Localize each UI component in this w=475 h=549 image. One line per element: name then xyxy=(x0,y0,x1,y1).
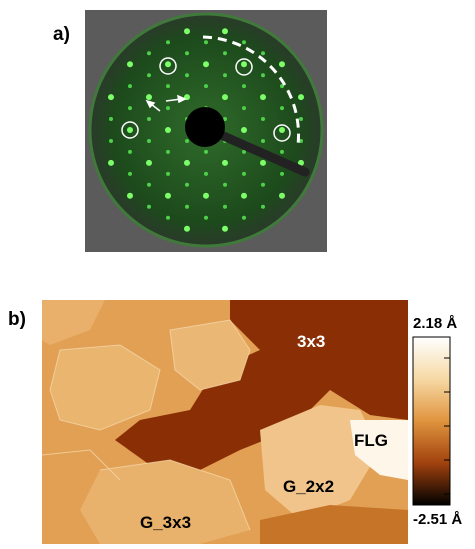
leed-spot xyxy=(223,51,227,55)
leed-spot xyxy=(204,150,208,154)
region-label: G_3x3 xyxy=(140,513,191,532)
leed-spot xyxy=(261,73,265,77)
leed-spot xyxy=(242,106,246,110)
colorbar-min-label: -2.51 Å xyxy=(413,511,462,528)
leed-spot xyxy=(165,127,171,133)
leed-spot xyxy=(185,51,189,55)
colorbar-max-label: 2.18 Å xyxy=(413,315,457,332)
leed-spot xyxy=(147,139,151,143)
leed-spot xyxy=(128,106,132,110)
leed-spot xyxy=(204,84,208,88)
leed-spot xyxy=(242,84,246,88)
panel-label: a) xyxy=(53,24,70,45)
leed-spot xyxy=(109,117,113,121)
leed-spot xyxy=(203,61,209,67)
leed-spot xyxy=(147,183,151,187)
leed-spot xyxy=(222,226,228,232)
leed-spot xyxy=(127,61,133,67)
leed-spot xyxy=(241,193,247,199)
leed-spot xyxy=(242,216,246,220)
leed-spot xyxy=(298,94,304,100)
leed-spot xyxy=(147,73,151,77)
leed-spot xyxy=(166,172,170,176)
leed-spot xyxy=(242,172,246,176)
leed-spot xyxy=(108,160,114,166)
leed-spot xyxy=(261,205,265,209)
leed-spot xyxy=(127,127,133,133)
leed-spot xyxy=(260,94,266,100)
leed-spot xyxy=(147,117,151,121)
leed-spot xyxy=(261,183,265,187)
leed-spot xyxy=(241,61,247,67)
region-label: 3x3 xyxy=(297,332,325,351)
leed-spot xyxy=(260,160,266,166)
leed-spot xyxy=(261,117,265,121)
leed-spot xyxy=(128,84,132,88)
leed-spot xyxy=(222,28,228,34)
leed-spot xyxy=(280,172,284,176)
leed-spot xyxy=(166,150,170,154)
leed-spot xyxy=(184,226,190,232)
leed-spot xyxy=(279,61,285,67)
leed-spot xyxy=(204,40,208,44)
leed-spot xyxy=(146,94,152,100)
leed-spot xyxy=(222,94,228,100)
leed-spot xyxy=(147,51,151,55)
leed-spot xyxy=(185,139,189,143)
leed-spot xyxy=(185,205,189,209)
leed-spot xyxy=(165,193,171,199)
leed-spot xyxy=(242,40,246,44)
leed-spot xyxy=(166,40,170,44)
leed-spot xyxy=(261,51,265,55)
leed-spot xyxy=(108,94,114,100)
leed-spot xyxy=(147,205,151,209)
leed-spot xyxy=(279,127,285,133)
leed-spot xyxy=(223,183,227,187)
leed-spot xyxy=(241,127,247,133)
leed-spot xyxy=(261,139,265,143)
leed-spot xyxy=(127,193,133,199)
electron-gun xyxy=(185,107,225,147)
leed-spot xyxy=(166,106,170,110)
leed-spot xyxy=(223,73,227,77)
leed-spot xyxy=(203,193,209,199)
figure: a) b) 3x3 FLG G_2x2 G_3x3 xyxy=(0,0,475,544)
leed-spot xyxy=(184,160,190,166)
leed-spot xyxy=(166,216,170,220)
leed-spot xyxy=(222,160,228,166)
leed-spot xyxy=(204,216,208,220)
leed-spot xyxy=(165,61,171,67)
panel-label: b) xyxy=(8,309,26,330)
region-label: G_2x2 xyxy=(283,477,334,496)
leed-spot xyxy=(128,150,132,154)
leed-spot xyxy=(280,150,284,154)
leed-spot xyxy=(109,139,113,143)
leed-spot xyxy=(280,106,284,110)
leed-spot xyxy=(184,28,190,34)
leed-spot xyxy=(185,183,189,187)
leed-spot xyxy=(279,193,285,199)
leed-spot xyxy=(223,205,227,209)
colorbar xyxy=(413,337,450,505)
leed-spot xyxy=(146,160,152,166)
leed-spot xyxy=(185,73,189,77)
leed-spot xyxy=(128,172,132,176)
stm-image xyxy=(42,300,408,544)
leed-spot xyxy=(299,117,303,121)
leed-spot xyxy=(204,172,208,176)
region-label: FLG xyxy=(354,431,388,450)
leed-spot xyxy=(166,84,170,88)
